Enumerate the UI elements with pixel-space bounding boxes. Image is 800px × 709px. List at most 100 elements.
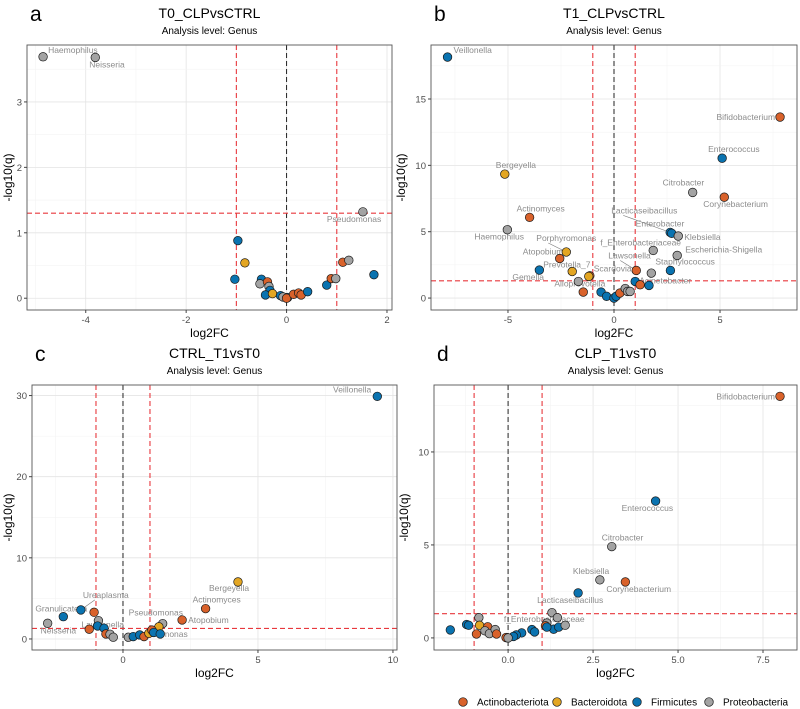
data-point-firmicutes: [230, 274, 240, 284]
chart-title: T1_CLPvsCTRL: [563, 5, 665, 21]
chart-subtitle: Analysis level: Genus: [566, 26, 662, 37]
x-tick-label: 5: [255, 655, 260, 666]
data-point-proteobacteria: [595, 575, 605, 585]
chart-subtitle: Analysis level: Genus: [167, 366, 263, 377]
data-point-proteobacteria: [90, 52, 100, 63]
x-tick-label: 0: [120, 655, 125, 666]
chart-title: T0_CLPvsCTRL: [159, 5, 261, 21]
point-label: Klebsiella: [573, 566, 610, 576]
point-label: Corynebacterium: [703, 199, 768, 209]
data-point-proteobacteria: [502, 225, 512, 235]
x-tick-label: 10: [388, 655, 399, 666]
data-point-firmicutes: [322, 280, 332, 290]
y-tick-label: 20: [16, 472, 27, 483]
point-label: Actinomyces: [193, 595, 241, 605]
data-point-actinobacteriota: [631, 265, 641, 276]
data-point-proteobacteria: [672, 250, 682, 261]
data-point-proteobacteria: [673, 231, 683, 241]
point-label: Enterococcus: [708, 144, 760, 154]
point-label: Lawsonella: [608, 250, 651, 260]
data-point-proteobacteria: [625, 286, 635, 297]
data-point-proteobacteria: [474, 612, 484, 623]
chart-title: CTRL_T1vsT0: [169, 345, 260, 361]
data-point-proteobacteria: [43, 618, 53, 628]
point-label: Bifidobacterium: [716, 112, 775, 122]
point-label: Prevotella_7: [543, 260, 591, 270]
data-point-firmicutes: [372, 391, 382, 402]
x-tick-label: 7.5: [756, 655, 769, 666]
x-tick-label: 2: [384, 315, 389, 326]
legend-swatch: [458, 697, 468, 707]
point-label: Veillonella: [333, 384, 372, 394]
point-label: monas: [162, 629, 188, 639]
data-point-firmicutes: [58, 612, 68, 622]
data-point-firmicutes: [665, 265, 676, 276]
data-point-firmicutes: [464, 620, 474, 630]
data-point-proteobacteria: [503, 633, 513, 643]
point-label: Pseudomonas: [129, 608, 183, 618]
point-label: Haemophilus: [474, 232, 524, 242]
data-point-actinobacteriota: [578, 287, 588, 297]
panel-a: a T0_CLPvsCTRL Analysis level: Genus Haemop…: [1, 3, 393, 340]
point-label: Enterococcus: [622, 503, 674, 513]
data-point-proteobacteria: [573, 276, 584, 287]
data-point-proteobacteria: [358, 207, 368, 217]
y-tick-label: 0: [424, 633, 429, 644]
data-point-actinobacteriota: [491, 629, 502, 639]
y-tick-label: 0: [17, 294, 22, 305]
data-point-actinobacteriota: [719, 192, 729, 202]
legend-item-bacteroidota: Bacteroidota: [552, 697, 628, 709]
panel-letter: c: [35, 343, 46, 366]
data-point-firmicutes: [542, 622, 552, 632]
y-tick-label: 15: [415, 95, 426, 106]
point-label: Gemella: [512, 272, 544, 282]
point-label: Bifidobacterium: [716, 391, 775, 401]
chart-title: CLP_T1vsT0: [575, 345, 657, 361]
plot-border: [26, 44, 393, 311]
point-label: Granulicatella: [35, 604, 87, 614]
point-label: Klebsiella: [684, 232, 721, 242]
data-point-proteobacteria: [108, 632, 118, 642]
data-point-firmicutes: [529, 627, 540, 637]
chart-subtitle: Analysis level: Genus: [162, 26, 258, 37]
data-point-actinobacteriota: [555, 253, 565, 264]
y-tick-label: 0: [421, 294, 426, 305]
panel-d: d CLP_T1vsT0 Analysis level: Genus Bifidoba…: [397, 343, 798, 680]
y-tick-label: 5: [424, 540, 429, 551]
y-tick-label: 1: [17, 228, 22, 239]
legend-label: Bacteroidota: [571, 698, 628, 709]
data-point-proteobacteria: [552, 612, 563, 623]
plot-border: [433, 384, 798, 651]
point-label: Citrobacter: [663, 177, 705, 187]
x-tick-label: 2.5: [586, 655, 599, 666]
data-point-firmicutes: [76, 605, 86, 615]
data-point-firmicutes: [573, 588, 583, 598]
data-point-actinobacteriota: [620, 577, 631, 587]
data-point-bacteroidota: [561, 247, 571, 257]
point-label: Staphylococcus: [655, 256, 715, 266]
data-point-proteobacteria: [560, 620, 570, 630]
chart-subtitle: Analysis level: Genus: [568, 366, 664, 377]
point-label: Acinetobacter: [639, 275, 691, 285]
data-point-actinobacteriota: [775, 112, 785, 122]
data-point-firmicutes: [233, 235, 243, 246]
panel-b: b T1_CLPvsCTRL Analysis level: Genus Veillo…: [394, 3, 798, 340]
x-axis-label: log2FC: [596, 666, 635, 680]
point-label: Atopobium: [523, 247, 564, 257]
legend-item-firmicutes: Firmicutes: [632, 697, 697, 709]
data-point-actinobacteriota: [775, 391, 785, 401]
y-tick-label: 3: [17, 97, 22, 108]
point-label: Veillonella: [454, 45, 493, 55]
data-point-proteobacteria: [607, 541, 617, 552]
point-label: Haemophilus: [48, 45, 98, 55]
x-axis-label: log2FC: [190, 326, 229, 340]
data-point-firmicutes: [650, 496, 661, 506]
data-point-firmicutes: [644, 280, 654, 291]
data-point-proteobacteria: [646, 268, 656, 278]
label-leader-line: [623, 215, 671, 233]
data-point-proteobacteria: [688, 187, 698, 198]
point-label: Corynebacterium: [606, 584, 671, 594]
panel-letter: b: [434, 3, 446, 26]
point-label: Bergeyella: [209, 583, 249, 593]
